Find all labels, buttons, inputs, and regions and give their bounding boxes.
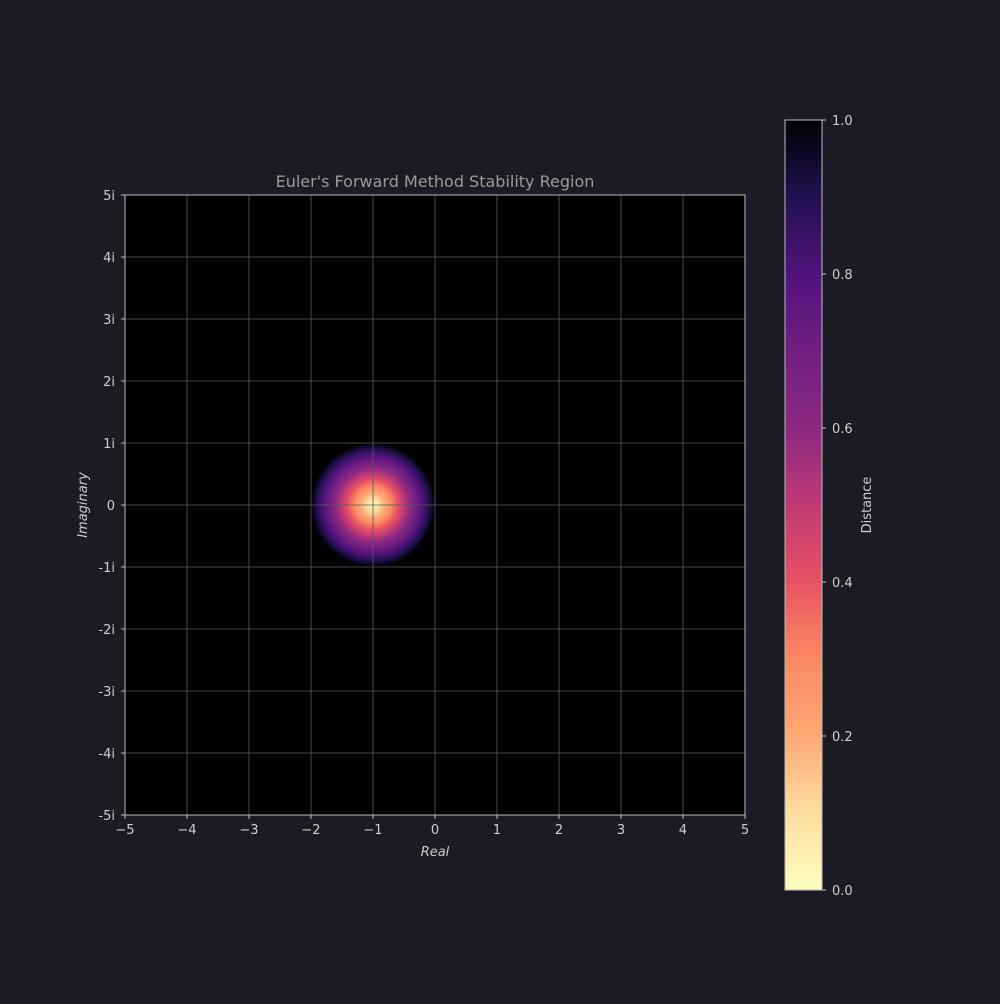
y-tick-label: 2i [103,375,115,390]
colorbar-tick-label: 1.0 [832,114,853,129]
y-tick-label: 3i [103,313,115,328]
x-tick-label: −5 [115,823,134,838]
y-tick-label: 5i [103,189,115,204]
x-tick-label: 5 [741,823,749,838]
colorbar [784,119,823,891]
colorbar-ticks: 0.0 0.2 0.4 0.6 0.8 1.0 [822,114,853,899]
y-axis-label: Imaginary [76,472,91,538]
x-tick-label: 1 [493,823,501,838]
colorbar-label: Distance [860,477,875,534]
y-tick-label: 1i [103,437,115,452]
x-tick-label: −4 [177,823,196,838]
x-tick-label: 4 [679,823,687,838]
x-axis-ticks: −5 −4 −3 −2 −1 0 1 2 3 4 5 [115,815,749,838]
colorbar-tick-label: 0.4 [832,576,853,591]
x-tick-label: 0 [431,823,439,838]
y-tick-label: 0 [107,499,115,514]
y-tick-label: -4i [98,747,115,762]
y-tick-label: -5i [98,809,115,824]
x-tick-label: 3 [617,823,625,838]
y-tick-label: -1i [98,561,115,576]
y-axis-ticks: 5i 4i 3i 2i 1i 0 -1i -2i -3i -4i -5i [98,189,125,824]
x-tick-label: −1 [363,823,382,838]
colorbar-tick-label: 0.2 [832,730,853,745]
x-tick-label: −2 [301,823,320,838]
y-tick-label: -2i [98,623,115,638]
y-tick-label: 4i [103,251,115,266]
colorbar-tick-label: 0.0 [832,884,853,899]
x-axis-label: Real [421,845,450,860]
x-tick-label: 2 [555,823,563,838]
colorbar-tick-label: 0.6 [832,422,853,437]
colorbar-tick-label: 0.8 [832,268,853,283]
x-tick-label: −3 [239,823,258,838]
chart-title: Euler's Forward Method Stability Region [276,172,595,191]
y-tick-label: -3i [98,685,115,700]
